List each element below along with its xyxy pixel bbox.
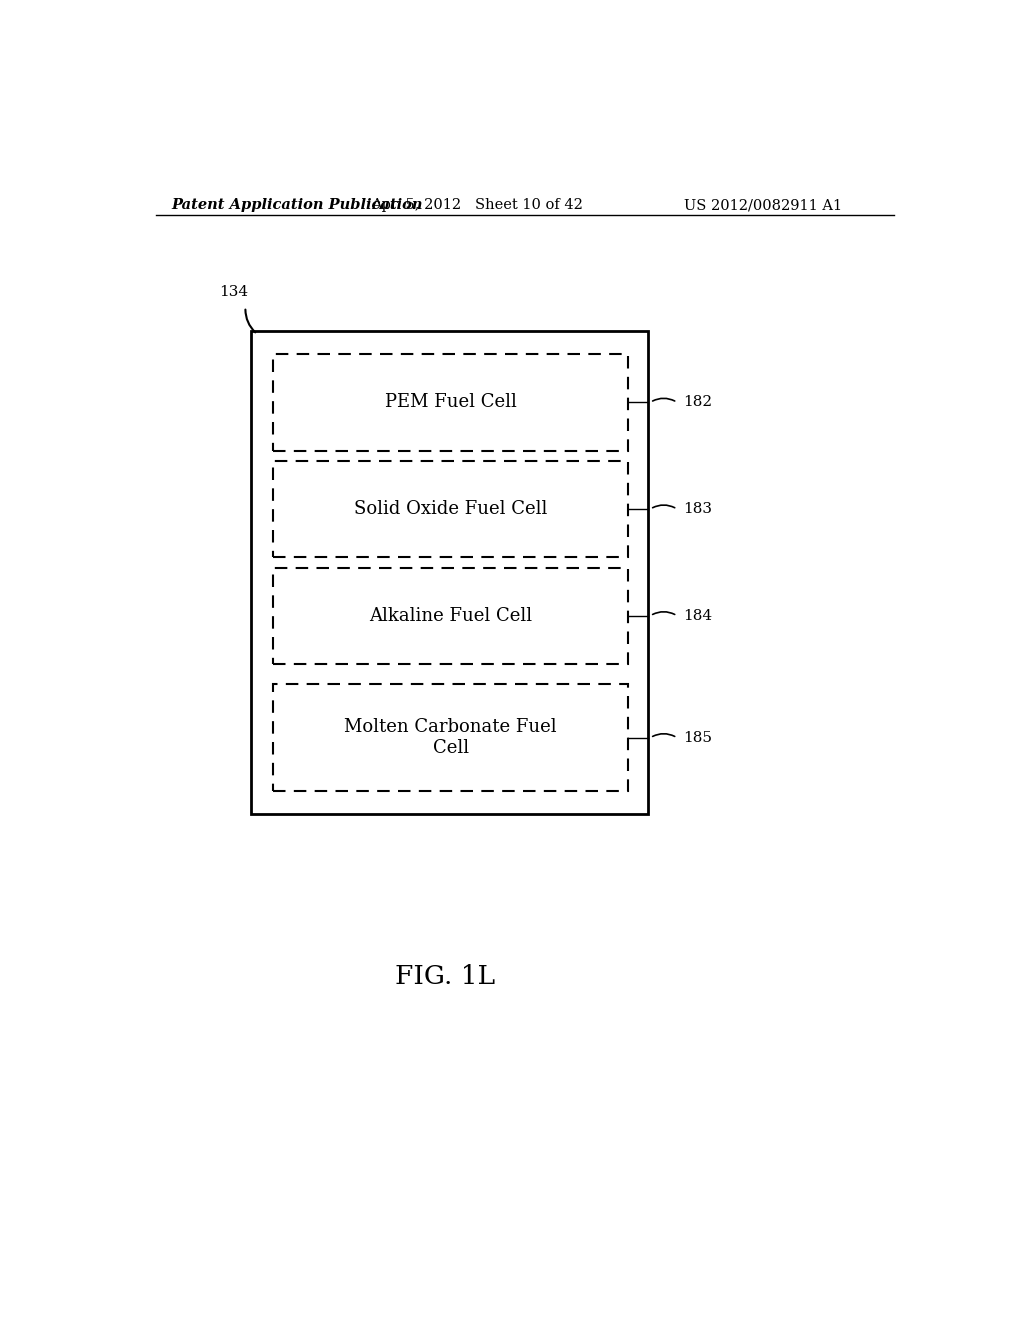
Text: Solid Oxide Fuel Cell: Solid Oxide Fuel Cell: [354, 500, 547, 517]
Bar: [273, 568, 628, 664]
Bar: [273, 461, 628, 557]
Text: Molten Carbonate Fuel
Cell: Molten Carbonate Fuel Cell: [344, 718, 557, 758]
Bar: [251, 331, 648, 814]
Text: US 2012/0082911 A1: US 2012/0082911 A1: [684, 198, 842, 213]
Text: FIG. 1L: FIG. 1L: [395, 964, 496, 989]
Text: PEM Fuel Cell: PEM Fuel Cell: [385, 393, 516, 412]
Text: 183: 183: [684, 502, 713, 516]
Text: 185: 185: [684, 731, 713, 744]
Text: 182: 182: [684, 395, 713, 409]
Text: Fuel Cell: Fuel Cell: [401, 354, 497, 372]
Bar: [273, 354, 628, 450]
Text: 184: 184: [684, 609, 713, 623]
Bar: [273, 684, 628, 791]
Text: Patent Application Publication: Patent Application Publication: [172, 198, 423, 213]
Text: Alkaline Fuel Cell: Alkaline Fuel Cell: [369, 607, 532, 624]
Text: 134: 134: [219, 285, 249, 298]
Text: Apr. 5, 2012   Sheet 10 of 42: Apr. 5, 2012 Sheet 10 of 42: [372, 198, 583, 213]
